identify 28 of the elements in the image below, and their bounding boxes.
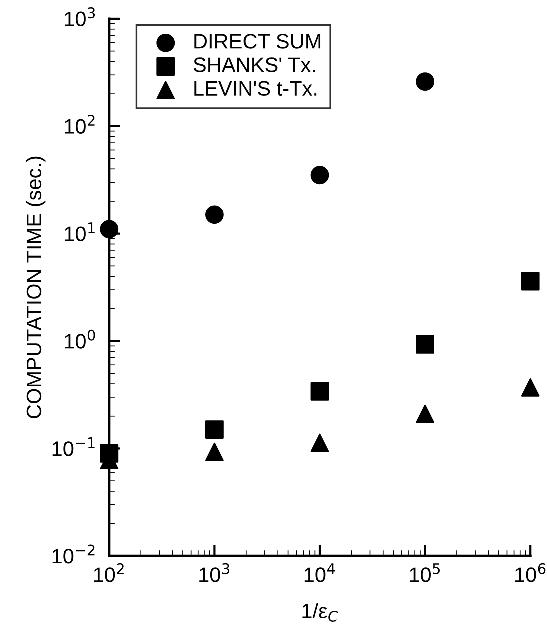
x-tick-label: 10$^{4}$ bbox=[304, 564, 336, 582]
legend-label: DIRECT SUM bbox=[194, 34, 321, 49]
y-tick-label: 10$^{3}$ bbox=[65, 8, 96, 27]
y-tick-label: 10$^{−1}$ bbox=[52, 438, 95, 456]
point bbox=[416, 335, 434, 354]
point bbox=[521, 378, 540, 397]
point bbox=[100, 220, 119, 239]
y-tick-label: 10$^{0}$ bbox=[65, 330, 96, 349]
x-tick-label: 10$^{5}$ bbox=[410, 564, 440, 582]
y-tick-label: 10$^{2}$ bbox=[65, 114, 95, 134]
y-tick-label: 10$^{1}$ bbox=[65, 222, 95, 242]
point bbox=[310, 166, 330, 185]
point bbox=[205, 420, 224, 439]
point bbox=[416, 404, 434, 424]
y-axis-title: COMPUTATION TIME (sec.) bbox=[26, 156, 46, 418]
legend-label: LEVIN'S t-Tx. bbox=[194, 81, 317, 96]
point bbox=[205, 442, 224, 462]
x-tick-label: 10$^{6}$ bbox=[516, 563, 546, 582]
point bbox=[416, 72, 434, 92]
y-tick-label: 10$^{−2}$ bbox=[52, 544, 95, 564]
x-tick-label: 10$^{2}$ bbox=[94, 563, 124, 582]
legend-label: SHANKS' Tx. bbox=[194, 58, 316, 72]
point bbox=[521, 272, 540, 291]
x-tick-label: 10$^{3}$ bbox=[200, 563, 230, 582]
x-axis-title: 1/ε$_{C}$ bbox=[302, 603, 338, 622]
point bbox=[310, 382, 330, 401]
point bbox=[310, 434, 330, 452]
point bbox=[205, 206, 224, 224]
